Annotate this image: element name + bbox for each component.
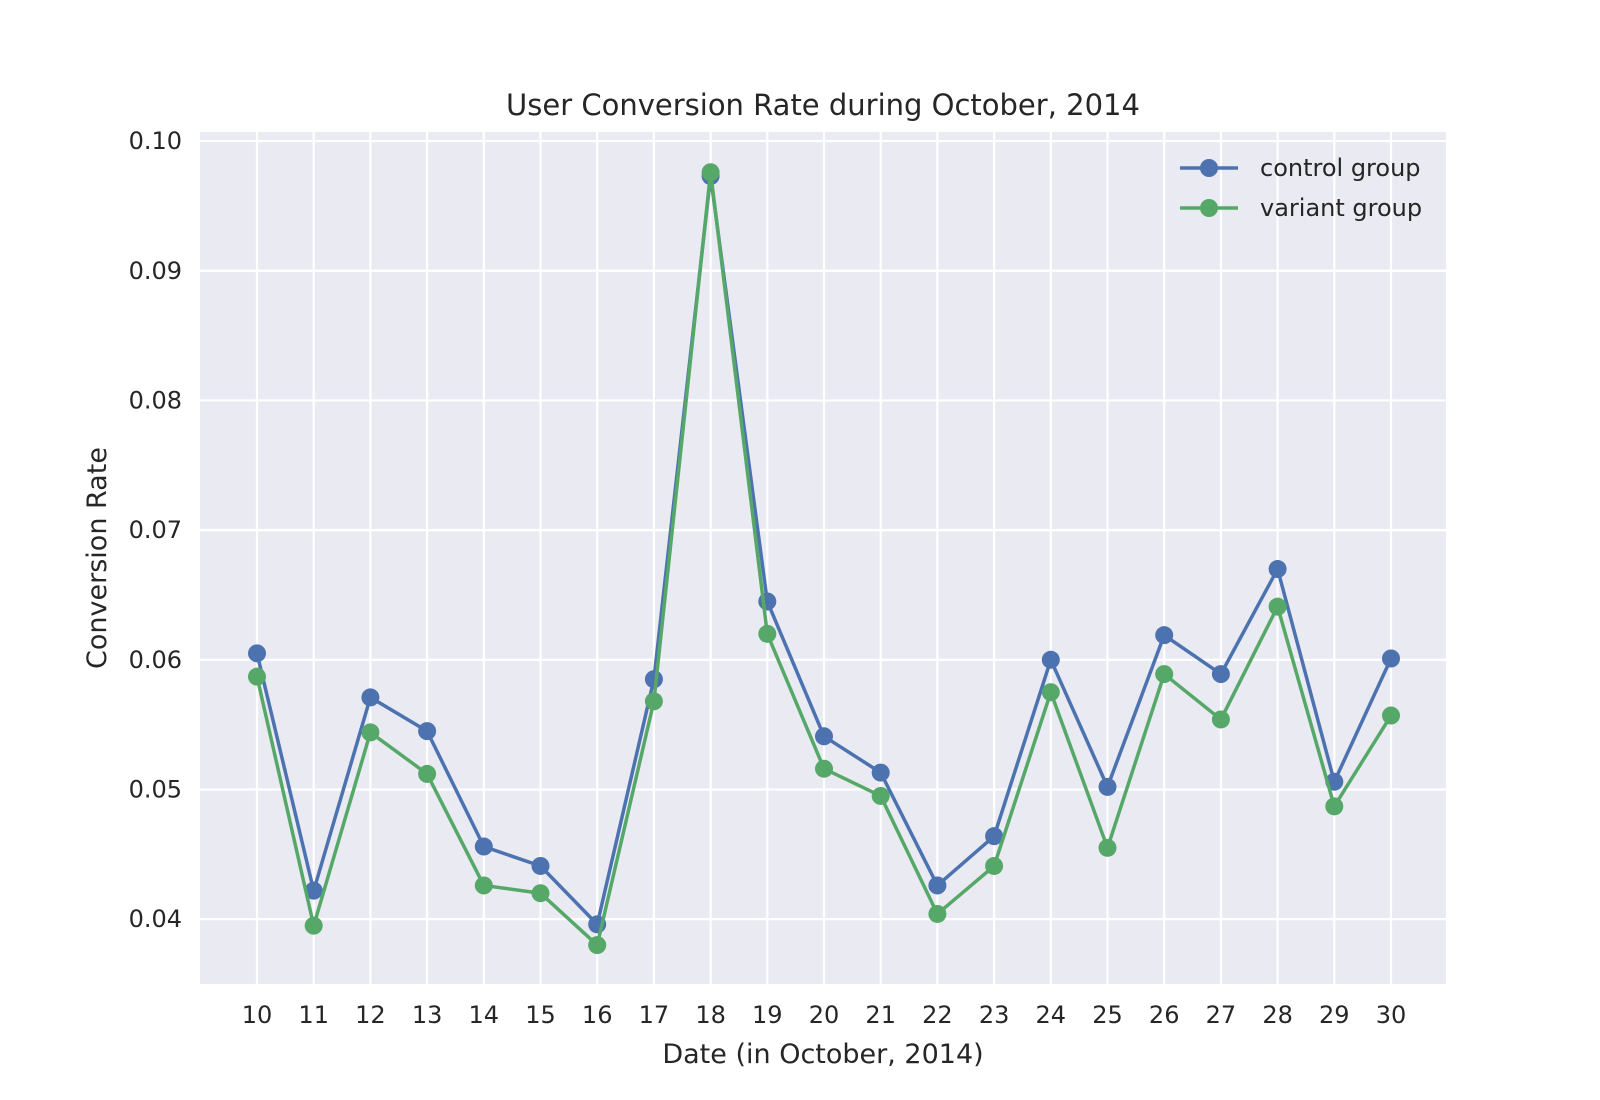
data-point: [815, 759, 833, 778]
data-point: [1155, 626, 1174, 645]
legend-item: variant group: [1180, 194, 1422, 222]
chart-title: User Conversion Rate during October, 201…: [506, 88, 1140, 122]
grid-lines: [200, 132, 1446, 984]
data-point: [248, 667, 266, 686]
x-tick-label: 22: [922, 1001, 953, 1029]
data-point: [1382, 649, 1400, 668]
y-tick-label: 0.10: [129, 127, 182, 155]
x-tick-label: 24: [1036, 1001, 1067, 1029]
data-point: [361, 723, 380, 742]
data-point: [474, 837, 493, 856]
data-point: [758, 624, 777, 643]
data-point: [361, 688, 380, 707]
x-tick-label: 10: [242, 1001, 273, 1029]
series-lines: [248, 163, 1400, 955]
x-tick-label: 13: [412, 1001, 443, 1029]
x-tick-label: 14: [469, 1001, 500, 1029]
data-point: [1041, 650, 1060, 669]
y-axis-ticks: 0.04 0.05 0.06 0.07 0.08 0.09 0.10: [129, 127, 182, 933]
data-point: [1211, 710, 1230, 729]
data-point: [248, 644, 266, 663]
data-point: [1155, 665, 1174, 684]
legend-label: variant group: [1260, 194, 1422, 222]
data-point: [1325, 797, 1344, 816]
data-point: [1268, 597, 1287, 616]
data-point: [644, 692, 663, 711]
x-tick-label: 28: [1262, 1001, 1293, 1029]
x-tick-label: 27: [1206, 1001, 1237, 1029]
legend-item: control group: [1180, 154, 1421, 182]
x-tick-label: 15: [525, 1001, 556, 1029]
data-point: [588, 936, 607, 955]
data-point: [985, 827, 1004, 846]
legend-marker: [1200, 159, 1218, 177]
x-tick-label: 17: [639, 1001, 670, 1029]
data-point: [418, 764, 437, 783]
data-point: [1041, 683, 1060, 702]
data-point: [418, 722, 437, 741]
y-tick-label: 0.06: [129, 646, 182, 674]
data-point: [304, 881, 323, 900]
data-point: [1211, 665, 1230, 684]
series-control-group: [248, 167, 1400, 934]
x-tick-label: 30: [1376, 1001, 1407, 1029]
data-point: [985, 856, 1004, 875]
data-point: [1098, 777, 1117, 796]
data-point: [871, 763, 890, 782]
x-tick-label: 12: [355, 1001, 386, 1029]
x-tick-label: 19: [752, 1001, 783, 1029]
x-axis-label: Date (in October, 2014): [662, 1039, 983, 1070]
y-tick-label: 0.05: [129, 775, 182, 803]
data-point: [871, 786, 890, 805]
data-point: [928, 904, 947, 923]
x-tick-label: 25: [1092, 1001, 1123, 1029]
data-point: [304, 916, 323, 935]
data-point: [1268, 560, 1287, 579]
data-point: [701, 163, 720, 182]
y-tick-label: 0.04: [129, 905, 182, 933]
x-tick-label: 29: [1319, 1001, 1350, 1029]
y-tick-label: 0.09: [129, 257, 182, 285]
x-axis-ticks: 10 11 12 13 14 15 16 17 18 19 20 21 22 23 24 25 26 27 28 29…: [242, 1001, 1407, 1029]
legend-marker: [1200, 199, 1218, 217]
data-point: [928, 876, 947, 895]
data-point: [474, 876, 493, 895]
x-tick-label: 18: [695, 1001, 726, 1029]
x-tick-label: 11: [298, 1001, 329, 1029]
y-axis-label: Conversion Rate: [82, 447, 113, 669]
data-point: [531, 884, 550, 903]
data-point: [815, 727, 833, 746]
legend: control group variant group: [1180, 154, 1422, 222]
x-tick-label: 23: [979, 1001, 1010, 1029]
x-tick-label: 20: [809, 1001, 840, 1029]
x-tick-label: 26: [1149, 1001, 1180, 1029]
series-variant-group: [248, 163, 1400, 955]
y-tick-label: 0.07: [129, 516, 182, 544]
legend-label: control group: [1260, 154, 1421, 182]
data-point: [1098, 838, 1117, 857]
y-tick-label: 0.08: [129, 386, 182, 414]
x-tick-label: 16: [582, 1001, 613, 1029]
data-point: [1382, 706, 1400, 725]
data-point: [531, 856, 550, 875]
x-tick-label: 21: [865, 1001, 896, 1029]
